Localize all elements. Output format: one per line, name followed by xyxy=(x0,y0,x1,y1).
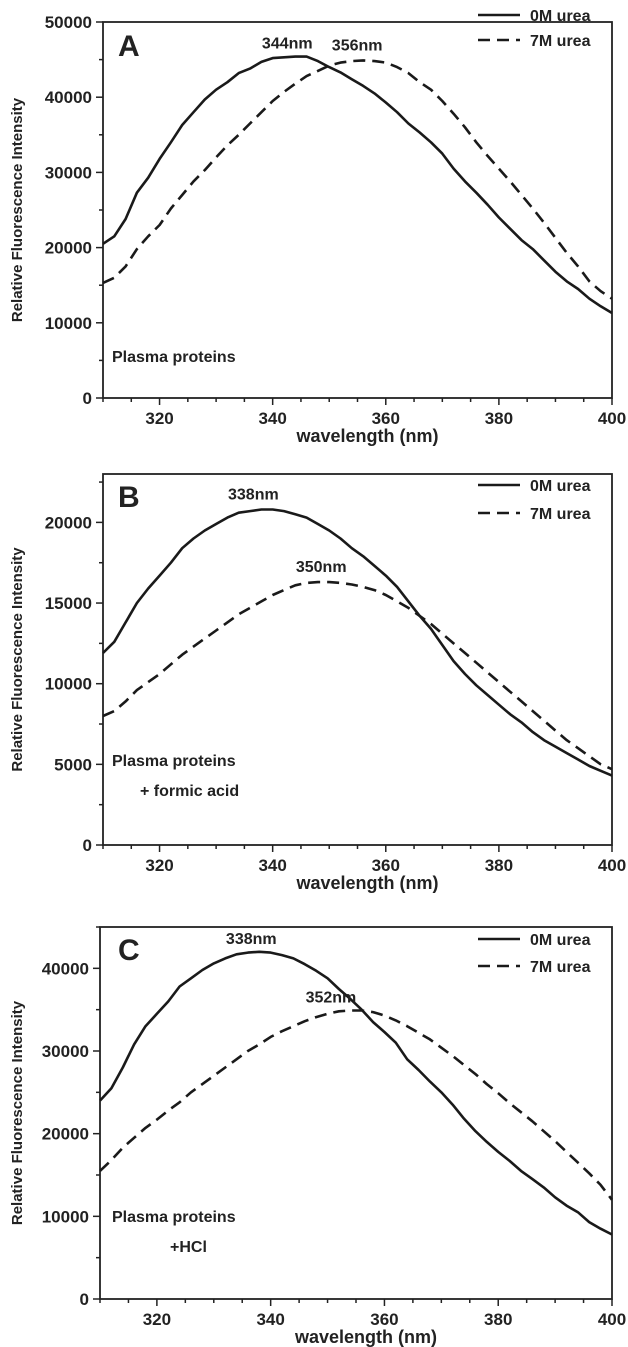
series-line-0m-urea xyxy=(102,55,613,315)
x-tick-label: 320 xyxy=(145,856,173,875)
x-axis-title: wavelength (nm) xyxy=(294,1327,437,1347)
y-tick-label: 20000 xyxy=(45,513,92,532)
peak-annotation: 356nm xyxy=(332,37,383,54)
y-tick-label: 10000 xyxy=(45,675,92,694)
y-tick-label: 5000 xyxy=(54,755,92,774)
panel-letter: A xyxy=(118,30,140,63)
x-tick-label: 380 xyxy=(484,1310,512,1329)
legend-entry: 0M urea xyxy=(530,8,591,25)
x-tick-label: 320 xyxy=(145,409,173,428)
legend-entry: 7M urea xyxy=(530,506,591,523)
x-tick-label: 340 xyxy=(258,409,286,428)
y-tick-label: 50000 xyxy=(45,13,92,32)
plot-frame xyxy=(102,21,613,399)
x-axis-title: wavelength (nm) xyxy=(295,426,438,446)
series-line-7m-urea xyxy=(99,1009,614,1201)
series-line-0m-urea xyxy=(99,950,613,1236)
y-tick-label: 40000 xyxy=(45,88,92,107)
peak-annotation: 338nm xyxy=(228,486,279,503)
x-tick-label: 400 xyxy=(598,1310,626,1329)
series-line-7m-urea xyxy=(102,580,613,771)
y-tick-label: 0 xyxy=(80,1290,89,1309)
sample-label: + formic acid xyxy=(140,783,239,800)
x-tick-label: 360 xyxy=(372,856,400,875)
x-tick-label: 340 xyxy=(258,856,286,875)
x-tick-label: 340 xyxy=(256,1310,284,1329)
series-line-0m-urea xyxy=(102,508,613,777)
legend-entry: 7M urea xyxy=(530,33,591,50)
y-tick-label: 40000 xyxy=(42,959,89,978)
legend-entry: 0M urea xyxy=(530,478,591,495)
x-tick-label: 320 xyxy=(143,1310,171,1329)
y-tick-label: 10000 xyxy=(42,1207,89,1226)
sample-label: +HCl xyxy=(170,1239,207,1256)
y-tick-label: 15000 xyxy=(45,594,92,613)
panel-letter: B xyxy=(118,481,140,514)
y-axis-title: Relative Fluorescence Intensity xyxy=(9,547,26,772)
series-line-7m-urea xyxy=(102,59,613,300)
y-tick-label: 30000 xyxy=(42,1042,89,1061)
peak-annotation: 350nm xyxy=(296,559,347,576)
peak-annotation: 344nm xyxy=(262,36,313,53)
x-tick-label: 400 xyxy=(598,409,626,428)
x-tick-label: 380 xyxy=(485,856,513,875)
x-tick-label: 380 xyxy=(485,409,513,428)
chart-panel-b: 320 340 360 380 400 0 5000 10000 15000 20000 wavel… xyxy=(9,473,626,893)
peak-annotation: 338nm xyxy=(226,931,277,948)
chart-panel-a: 320 340 360 380 400 0 10000 20000 30000 40000 5000… xyxy=(9,8,626,446)
y-axis-title: Relative Fluorescence Intensity xyxy=(9,1000,26,1225)
x-tick-label: 400 xyxy=(598,856,626,875)
panel-letter: C xyxy=(118,934,140,967)
sample-label: Plasma proteins xyxy=(112,753,236,770)
x-tick-label: 360 xyxy=(370,1310,398,1329)
chart-panel-c: 320 340 360 380 400 0 10000 20000 30000 40000 wave… xyxy=(9,926,626,1347)
y-tick-label: 20000 xyxy=(45,239,92,258)
sample-label: Plasma proteins xyxy=(112,349,236,366)
sample-label: Plasma proteins xyxy=(112,1209,236,1226)
y-tick-label: 20000 xyxy=(42,1125,89,1144)
x-axis-title: wavelength (nm) xyxy=(295,873,438,893)
y-tick-label: 10000 xyxy=(45,314,92,333)
legend-entry: 7M urea xyxy=(530,959,591,976)
x-tick-label: 360 xyxy=(372,409,400,428)
legend-entry: 0M urea xyxy=(530,932,591,949)
y-tick-label: 0 xyxy=(83,836,92,855)
y-tick-label: 0 xyxy=(83,389,92,408)
peak-annotation: 352nm xyxy=(306,989,357,1006)
y-tick-label: 30000 xyxy=(45,163,92,182)
y-axis-title: Relative Fluorescence Intensity xyxy=(9,97,26,322)
